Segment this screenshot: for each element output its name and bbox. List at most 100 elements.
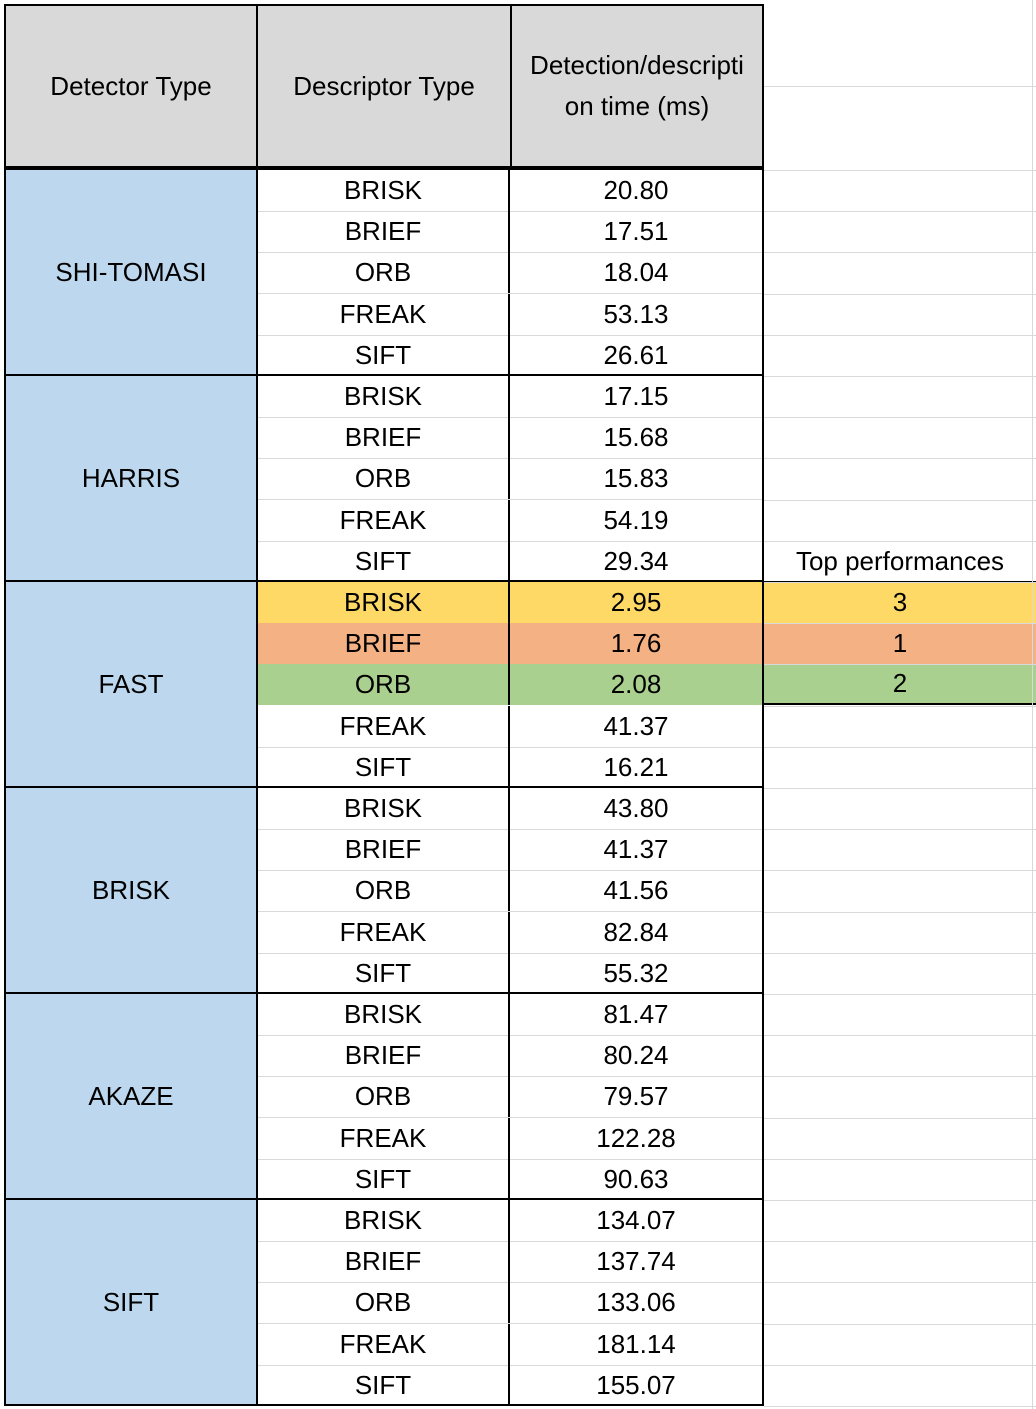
time-cell[interactable]: 41.37 xyxy=(603,710,669,741)
table-row[interactable]: BRISK 81.47 xyxy=(258,994,762,1036)
table-row[interactable]: BRISK 2.95 xyxy=(258,582,762,623)
time-cell[interactable]: 17.15 xyxy=(603,381,669,411)
time-cell[interactable]: 137.74 xyxy=(596,1246,676,1277)
descriptor-cell[interactable]: BRIEF xyxy=(258,623,510,665)
time-cell[interactable]: 2.08 xyxy=(610,669,662,700)
table-row[interactable]: BRISK 20.80 xyxy=(258,170,762,212)
table-row[interactable]: FREAK 181.14 xyxy=(258,1323,762,1366)
time-cell[interactable]: 80.24 xyxy=(603,1040,669,1071)
descriptor-cell[interactable]: BRISK xyxy=(258,170,510,211)
descriptor-cell[interactable]: BRISK xyxy=(258,1200,510,1241)
table-row[interactable]: SIFT 155.07 xyxy=(258,1364,762,1406)
table-row[interactable]: SIFT 16.21 xyxy=(258,746,762,788)
time-cell[interactable]: 55.32 xyxy=(603,957,669,988)
descriptor-cell[interactable]: BRIEF xyxy=(258,1035,510,1077)
descriptor-cell[interactable]: ORB xyxy=(258,252,510,294)
time-cell[interactable]: 79.57 xyxy=(603,1081,669,1112)
table-row[interactable]: BRISK 43.80 xyxy=(258,788,762,830)
table-row[interactable]: BRIEF 17.51 xyxy=(258,211,762,254)
descriptor-cell[interactable]: BRISK xyxy=(258,582,510,623)
descriptor-cell[interactable]: ORB xyxy=(258,1282,510,1324)
header-descriptor-type[interactable]: Descriptor Type xyxy=(256,4,512,168)
rank-cell[interactable]: 2 xyxy=(764,664,1036,706)
descriptor-cell[interactable]: BRIEF xyxy=(258,829,510,871)
descriptor-cell[interactable]: BRIEF xyxy=(258,1241,510,1283)
time-cell[interactable]: 15.68 xyxy=(603,422,669,453)
detector-cell[interactable]: SHI-TOMASI xyxy=(4,168,258,376)
table-row[interactable]: BRIEF 15.68 xyxy=(258,417,762,460)
table-row[interactable]: BRISK 134.07 xyxy=(258,1200,762,1242)
table-row[interactable]: ORB 79.57 xyxy=(258,1076,762,1119)
descriptor-cell[interactable]: BRIEF xyxy=(258,211,510,253)
time-cell[interactable]: 29.34 xyxy=(603,545,669,576)
descriptor-cell[interactable]: ORB xyxy=(258,1076,510,1118)
descriptor-cell[interactable]: SIFT xyxy=(258,334,510,376)
descriptor-cell[interactable]: SIFT xyxy=(258,540,510,582)
detector-cell[interactable]: SIFT xyxy=(4,1198,258,1406)
table-row[interactable]: FREAK 122.28 xyxy=(258,1117,762,1160)
detector-cell[interactable]: AKAZE xyxy=(4,992,258,1200)
time-cell[interactable]: 53.13 xyxy=(603,298,669,329)
table-row[interactable]: SIFT 90.63 xyxy=(258,1158,762,1200)
time-cell[interactable]: 16.21 xyxy=(603,751,669,782)
descriptor-cell[interactable]: FREAK xyxy=(258,911,510,953)
table-row[interactable]: BRISK 17.15 xyxy=(258,376,762,418)
descriptor-cell[interactable]: SIFT xyxy=(258,746,510,788)
descriptor-cell[interactable]: BRISK xyxy=(258,788,510,829)
time-cell[interactable]: 20.80 xyxy=(603,175,669,205)
table-row[interactable]: ORB 41.56 xyxy=(258,870,762,913)
table-row[interactable]: ORB 15.83 xyxy=(258,458,762,501)
time-cell[interactable]: 181.14 xyxy=(596,1328,676,1359)
time-cell[interactable]: 155.07 xyxy=(596,1369,676,1400)
time-cell[interactable]: 15.83 xyxy=(603,463,669,494)
time-cell[interactable]: 81.47 xyxy=(603,999,669,1029)
descriptor-cell[interactable]: FREAK xyxy=(258,293,510,335)
time-cell[interactable]: 17.51 xyxy=(603,216,669,247)
descriptor-cell[interactable]: FREAK xyxy=(258,705,510,747)
descriptor-cell[interactable]: BRISK xyxy=(258,376,510,417)
descriptor-cell[interactable]: FREAK xyxy=(258,499,510,541)
table-row[interactable]: FREAK 41.37 xyxy=(258,705,762,748)
table-row[interactable]: ORB 133.06 xyxy=(258,1282,762,1325)
descriptor-cell[interactable]: BRIEF xyxy=(258,417,510,459)
descriptor-cell[interactable]: ORB xyxy=(258,458,510,500)
table-row[interactable]: BRIEF 1.76 xyxy=(258,623,762,665)
table-row[interactable]: SIFT 29.34 xyxy=(258,540,762,582)
descriptor-cell[interactable]: SIFT xyxy=(258,1158,510,1200)
table-row[interactable]: BRIEF 80.24 xyxy=(258,1035,762,1078)
table-row[interactable]: BRIEF 137.74 xyxy=(258,1241,762,1284)
time-cell[interactable]: 2.95 xyxy=(610,587,662,617)
time-cell[interactable]: 122.28 xyxy=(596,1122,676,1153)
time-cell[interactable]: 133.06 xyxy=(596,1287,676,1318)
detector-cell[interactable]: HARRIS xyxy=(4,374,258,582)
time-cell[interactable]: 1.76 xyxy=(610,628,662,659)
descriptor-cell[interactable]: FREAK xyxy=(258,1117,510,1159)
table-row[interactable]: SIFT 26.61 xyxy=(258,334,762,376)
header-detector-type[interactable]: Detector Type xyxy=(4,4,258,168)
detector-cell[interactable]: FAST xyxy=(4,580,258,788)
time-cell[interactable]: 54.19 xyxy=(603,504,669,535)
top-performances-label[interactable]: Top performances xyxy=(764,542,1036,583)
time-cell[interactable]: 90.63 xyxy=(603,1163,669,1194)
table-row[interactable]: ORB 2.08 xyxy=(258,664,762,706)
descriptor-cell[interactable]: FREAK xyxy=(258,1323,510,1365)
table-row[interactable]: SIFT 55.32 xyxy=(258,952,762,994)
time-cell[interactable]: 82.84 xyxy=(603,916,669,947)
time-cell[interactable]: 18.04 xyxy=(603,257,669,288)
table-row[interactable]: FREAK 54.19 xyxy=(258,499,762,542)
time-cell[interactable]: 26.61 xyxy=(603,339,669,370)
descriptor-cell[interactable]: BRISK xyxy=(258,994,510,1035)
table-row[interactable]: ORB 18.04 xyxy=(258,252,762,295)
descriptor-cell[interactable]: SIFT xyxy=(258,952,510,994)
rank-cell[interactable]: 1 xyxy=(764,623,1036,665)
table-row[interactable]: FREAK 53.13 xyxy=(258,293,762,336)
descriptor-cell[interactable]: SIFT xyxy=(258,1364,510,1406)
time-cell[interactable]: 43.80 xyxy=(603,793,669,823)
rank-cell[interactable]: 3 xyxy=(764,582,1036,623)
time-cell[interactable]: 41.37 xyxy=(603,834,669,865)
time-cell[interactable]: 134.07 xyxy=(596,1205,676,1235)
table-row[interactable]: FREAK 82.84 xyxy=(258,911,762,954)
header-detection-time[interactable]: Detection/descripti on time (ms) xyxy=(510,4,764,168)
table-row[interactable]: BRIEF 41.37 xyxy=(258,829,762,872)
time-cell[interactable]: 41.56 xyxy=(603,875,669,906)
